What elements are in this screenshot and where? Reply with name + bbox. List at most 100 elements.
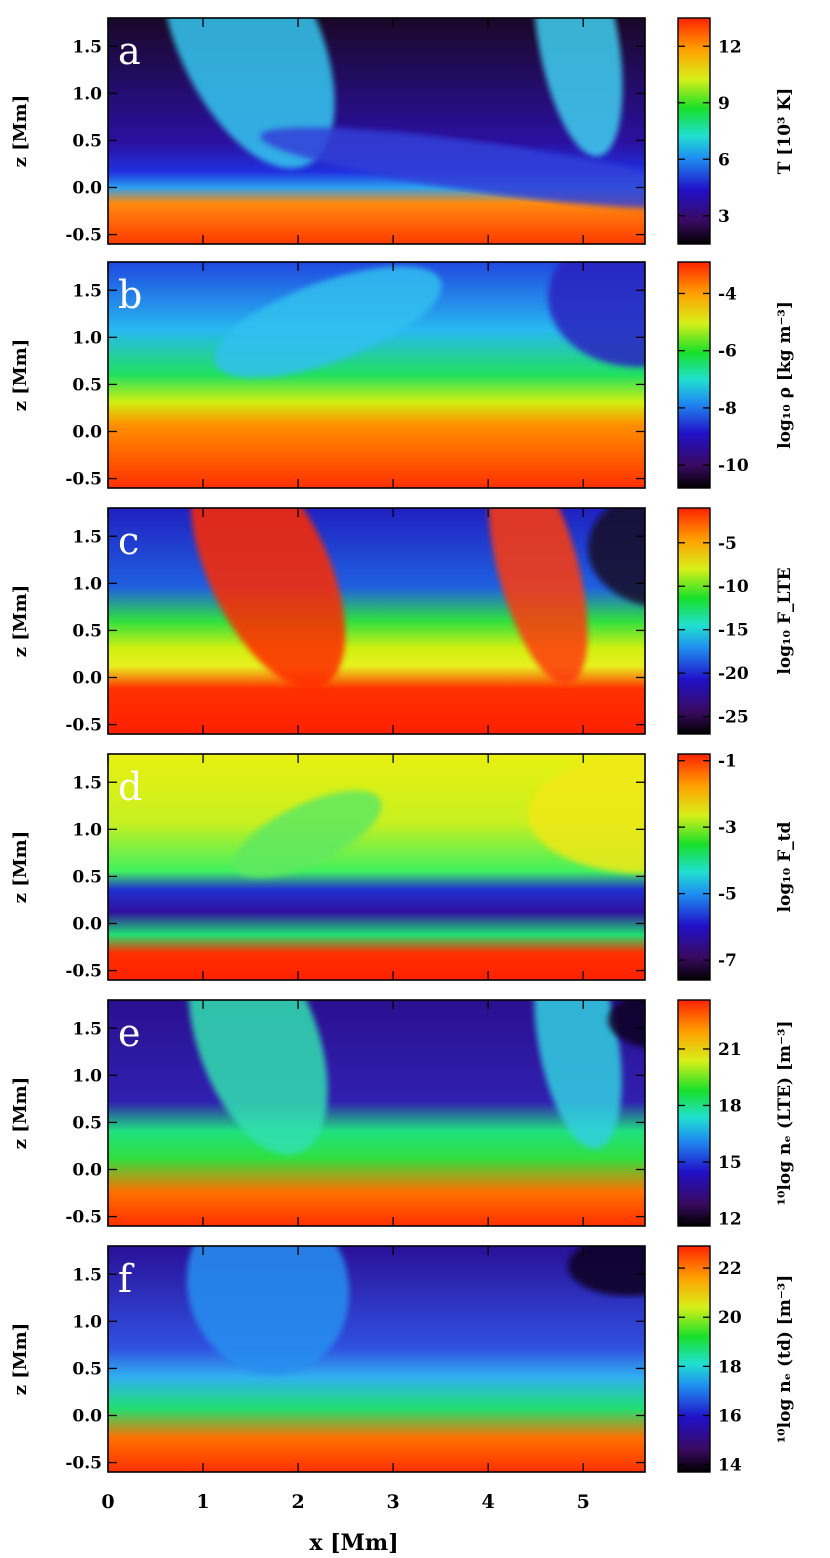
heatmap-field: [108, 1000, 645, 1226]
colorbar-label: log₁₀ F_td: [775, 821, 795, 912]
y-axis-label: z [Mm]: [10, 585, 31, 658]
panel-a: a -0.5 0.0 0.5 1.0 1.5 z [Mm] 3 6 9 12 T [10³ K]: [10, 17, 795, 246]
x-tick-label: 0: [101, 1491, 114, 1513]
x-tick-label: 5: [577, 1491, 590, 1513]
y-axis-label: z [Mm]: [10, 831, 31, 904]
y-tick-label: -0.5: [65, 716, 102, 736]
y-tick-label: -0.5: [65, 470, 102, 490]
panel-letter: f: [118, 1257, 135, 1301]
x-axis: x [Mm] 0 1 2 3 4 5: [101, 1491, 589, 1556]
y-tick-label: 0.5: [72, 621, 102, 641]
y-axis-label: z [Mm]: [10, 1077, 31, 1150]
colorbar-tick-label: -25: [718, 708, 749, 728]
panel-letter: d: [118, 765, 142, 809]
colorbar-tick-label: -7: [718, 951, 737, 971]
y-tick-label: 0.0: [72, 423, 102, 443]
colorbar-tick-label: 22: [718, 1259, 742, 1279]
field-structure: [161, 18, 335, 169]
y-tick-label: 0.5: [72, 867, 102, 887]
panel-letter: a: [118, 29, 141, 73]
colorbar-scale: [677, 753, 711, 981]
field-structure: [533, 18, 623, 157]
y-axis-label: z [Mm]: [10, 339, 31, 412]
y-tick-label: 0.0: [72, 179, 102, 199]
panel-frame: [107, 1245, 646, 1473]
panel-e: e -0.5 0.0 0.5 1.0 1.5 z [Mm] 12 15 18 21 ¹⁰log nₑ …: [10, 999, 795, 1229]
field-structure: [186, 1246, 350, 1375]
colorbar-scale: [677, 1245, 711, 1473]
colorbar-tick-label: -4: [718, 284, 737, 304]
field-structure: [234, 790, 382, 878]
field-structure: [534, 1000, 622, 1149]
y-tick-label: 1.5: [72, 281, 102, 301]
x-tick-label: 2: [291, 1491, 304, 1513]
y-tick-label: 1.0: [72, 1066, 102, 1086]
colorbar-tick-label: -8: [718, 399, 737, 419]
y-tick-label: -0.5: [65, 1208, 102, 1228]
colorbar: -7 -5 -3 -1 log₁₀ F_td: [677, 752, 795, 981]
colorbar-tick-label: -5: [718, 885, 737, 905]
heatmap-field: [108, 508, 645, 734]
colorbar-tick-label: 21: [718, 1040, 742, 1060]
y-axis-label: z [Mm]: [10, 1323, 31, 1396]
colorbar-scale: [677, 999, 711, 1227]
y-tick-label: 1.5: [72, 527, 102, 547]
y-tick-label: 1.5: [72, 773, 102, 793]
panel-letter: c: [118, 519, 139, 563]
colorbar-tick-label: -6: [718, 342, 737, 362]
y-tick-label: 0.0: [72, 1161, 102, 1181]
colorbar-label: ¹⁰log nₑ (td) [m⁻³]: [775, 1275, 795, 1444]
colorbar-scale: [677, 507, 711, 735]
y-tick-label: 1.5: [72, 1265, 102, 1285]
y-tick-label: 0.0: [72, 1407, 102, 1427]
colorbar-tick-label: -20: [718, 664, 749, 684]
field-structure: [188, 1000, 328, 1155]
x-tick-label: 3: [387, 1491, 400, 1513]
colorbar-label: log₁₀ ρ [kg m⁻³]: [775, 301, 795, 449]
y-axis-label: z [Mm]: [10, 95, 31, 168]
colorbar-tick-label: -15: [718, 621, 749, 641]
y-tick-label: 1.5: [72, 37, 102, 57]
colorbar-tick-label: 14: [718, 1456, 742, 1476]
heatmap-field: [108, 18, 645, 244]
panel-c: c -0.5 0.0 0.5 1.0 1.5 z [Mm] -25 -20 -15 -10 -5 log…: [10, 507, 795, 736]
colorbar-label: ¹⁰log nₑ (LTE) [m⁻³]: [775, 1021, 795, 1206]
panel-frame: [107, 17, 646, 245]
y-tick-label: 0.5: [72, 1359, 102, 1379]
field-structure: [214, 266, 442, 378]
panel-frame: [107, 507, 646, 735]
y-tick-label: 0.5: [72, 131, 102, 151]
panel-frame: [107, 753, 646, 981]
colorbar: 14 16 18 20 22 ¹⁰log nₑ (td) [m⁻³]: [677, 1245, 795, 1476]
field-structure: [588, 508, 645, 606]
panel-frame: [107, 261, 646, 489]
colorbar: -25 -20 -15 -10 -5 log₁₀ F_LTE: [677, 507, 795, 735]
colorbar-tick-label: -1: [718, 752, 737, 772]
colorbar-tick-label: 16: [718, 1407, 742, 1427]
colorbar-tick-label: 12: [718, 1209, 742, 1229]
y-tick-label: 1.5: [72, 1019, 102, 1039]
field-structure: [528, 754, 645, 874]
colorbar-tick-label: 12: [718, 37, 742, 57]
y-tick-label: 1.0: [72, 84, 102, 104]
panel-frame: [107, 999, 646, 1227]
y-tick-label: 1.0: [72, 1312, 102, 1332]
panel-letter: b: [118, 273, 142, 317]
y-tick-label: 0.5: [72, 1113, 102, 1133]
colorbar-tick-label: 9: [718, 94, 730, 114]
y-tick-label: 1.0: [72, 328, 102, 348]
field-structure: [608, 1000, 645, 1048]
colorbar-tick-label: 15: [718, 1153, 742, 1173]
panel-d: d -0.5 0.0 0.5 1.0 1.5 z [Mm] -7 -5 -3 -1 log₁₀ F_t…: [10, 752, 795, 982]
y-tick-label: 1.0: [72, 820, 102, 840]
field-structure: [568, 1246, 645, 1296]
field-structure: [190, 508, 346, 689]
colorbar-scale: [677, 261, 711, 489]
colorbar-label: log₁₀ F_LTE: [775, 567, 795, 674]
colorbar-tick-label: -10: [718, 456, 749, 476]
colorbar: 3 6 9 12 T [10³ K]: [677, 17, 795, 245]
panel-f: f -0.5 0.0 0.5 1.0 1.5 z [Mm] 14 16 18 20 22 ¹⁰log n…: [10, 1245, 795, 1476]
heatmap-field: [108, 1246, 645, 1472]
colorbar-scale: [677, 17, 711, 245]
